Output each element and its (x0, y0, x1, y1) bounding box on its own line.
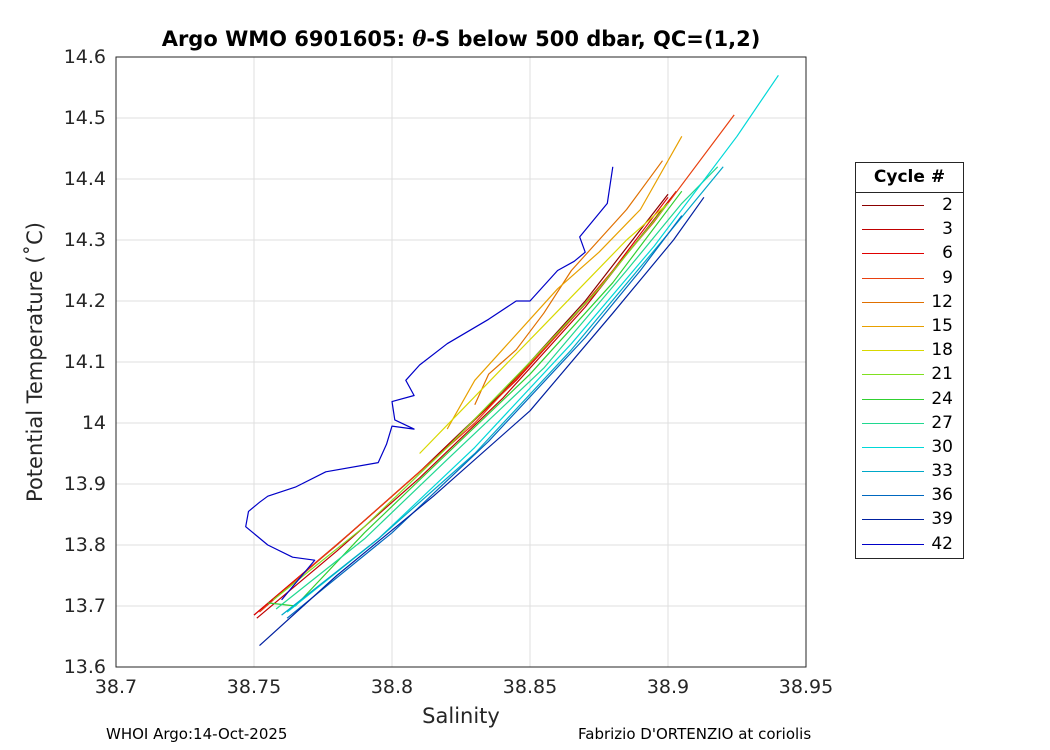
legend-entry: 30 (856, 435, 963, 459)
legend-swatch (862, 229, 924, 231)
chart-title: Argo WMO 6901605: θ-S below 500 dbar, QC… (116, 26, 806, 51)
series-line-cycle-36 (286, 215, 683, 619)
series-line-cycle-27 (275, 166, 719, 610)
legend-entry: 42 (856, 532, 963, 556)
legend-swatch (862, 398, 924, 400)
footer-left: WHOI Argo:14-Oct-2025 (106, 725, 288, 743)
legend-label: 36 (931, 485, 953, 506)
x-tick-label: 38.7 (94, 676, 138, 698)
legend-label: 24 (931, 388, 953, 409)
legend-entry: 36 (856, 483, 963, 507)
legend-label: 15 (931, 315, 953, 336)
legend-label: 12 (931, 291, 953, 312)
title-rest: -S below 500 dbar, QC=(1,2) (426, 27, 761, 51)
legend-swatch (862, 446, 924, 448)
legend-label: 2 (942, 195, 953, 215)
footer-right: Fabrizio D'ORTENZIO at coriolis (578, 725, 812, 743)
legend-label: 3 (942, 219, 953, 240)
legend-label: 33 (931, 461, 953, 482)
legend-entry: 24 (856, 387, 963, 411)
legend-entry: 6 (856, 241, 963, 265)
legend-entry: 18 (856, 338, 963, 362)
legend-entry: 33 (856, 459, 963, 483)
series-line-cycle-42 (245, 166, 614, 601)
y-tick-label: 13.6 (63, 656, 106, 678)
y-tick-label: 14.3 (63, 229, 106, 251)
legend-swatch (862, 205, 924, 206)
title-main: Argo WMO 6901605: (161, 27, 405, 51)
legend: Cycle # 2 3 6 9 12 15 18 21 24 27 30 33 36 39 42 (855, 162, 964, 559)
legend-swatch (862, 422, 924, 424)
x-tick-label: 38.75 (226, 676, 282, 698)
series-group (245, 74, 779, 647)
legend-label: 9 (942, 267, 953, 288)
legend-entry: 15 (856, 314, 963, 338)
legend-entry: 2 (856, 193, 963, 217)
y-tick-label: 14.5 (63, 107, 106, 129)
y-axis-label: Potential Temperature (˚C) (23, 222, 47, 502)
series-line-cycle-39 (259, 196, 705, 647)
x-tick-label: 38.85 (502, 676, 558, 698)
legend-entry: 12 (856, 290, 963, 314)
legend-swatch (862, 471, 924, 473)
legend-swatch (862, 253, 924, 255)
x-tick-label: 38.95 (778, 676, 834, 698)
y-tick-label: 14.2 (63, 290, 106, 312)
y-tick-label: 13.9 (63, 473, 106, 495)
legend-label: 30 (931, 436, 953, 457)
legend-swatch (862, 325, 924, 327)
legend-swatch (862, 519, 924, 521)
legend-label: 42 (931, 533, 953, 554)
series-line-cycle-12 (474, 160, 663, 405)
legend-label: 27 (931, 412, 953, 433)
y-tick-label: 14.1 (63, 351, 106, 373)
legend-label: 21 (931, 364, 953, 385)
y-tick-label: 13.7 (63, 595, 106, 617)
legend-swatch (862, 277, 924, 279)
x-tick-label: 38.8 (370, 676, 414, 698)
y-tick-label: 14.4 (63, 168, 106, 190)
legend-swatch (862, 374, 924, 376)
grid (115, 56, 807, 668)
y-tick-label: 13.8 (63, 534, 106, 556)
series-line-cycle-18 (419, 202, 669, 454)
series-line-cycle-15 (446, 136, 683, 430)
legend-title: Cycle # (856, 163, 963, 193)
x-tick-label: 38.9 (646, 676, 690, 698)
plot-frame (115, 56, 807, 668)
legend-label: 18 (931, 340, 953, 361)
legend-entry: 21 (856, 362, 963, 386)
series-line-cycle-21 (272, 203, 669, 601)
x-axis-label: Salinity (422, 704, 500, 728)
legend-entries: 2 3 6 9 12 15 18 21 24 27 30 33 36 39 42 (856, 193, 963, 556)
y-tick-label: 14.6 (63, 46, 106, 68)
legend-swatch (862, 350, 924, 352)
y-tick-label: 14 (81, 412, 106, 434)
series-line-cycle-33 (281, 166, 724, 616)
legend-swatch (862, 543, 924, 545)
legend-entry: 39 (856, 507, 963, 531)
legend-entry: 3 (856, 217, 963, 241)
legend-entry: 27 (856, 411, 963, 435)
legend-swatch (862, 495, 924, 497)
legend-swatch (862, 301, 924, 303)
legend-label: 39 (931, 509, 953, 530)
legend-label: 6 (942, 243, 953, 264)
legend-entry: 9 (856, 266, 963, 290)
title-theta: θ (412, 26, 427, 51)
